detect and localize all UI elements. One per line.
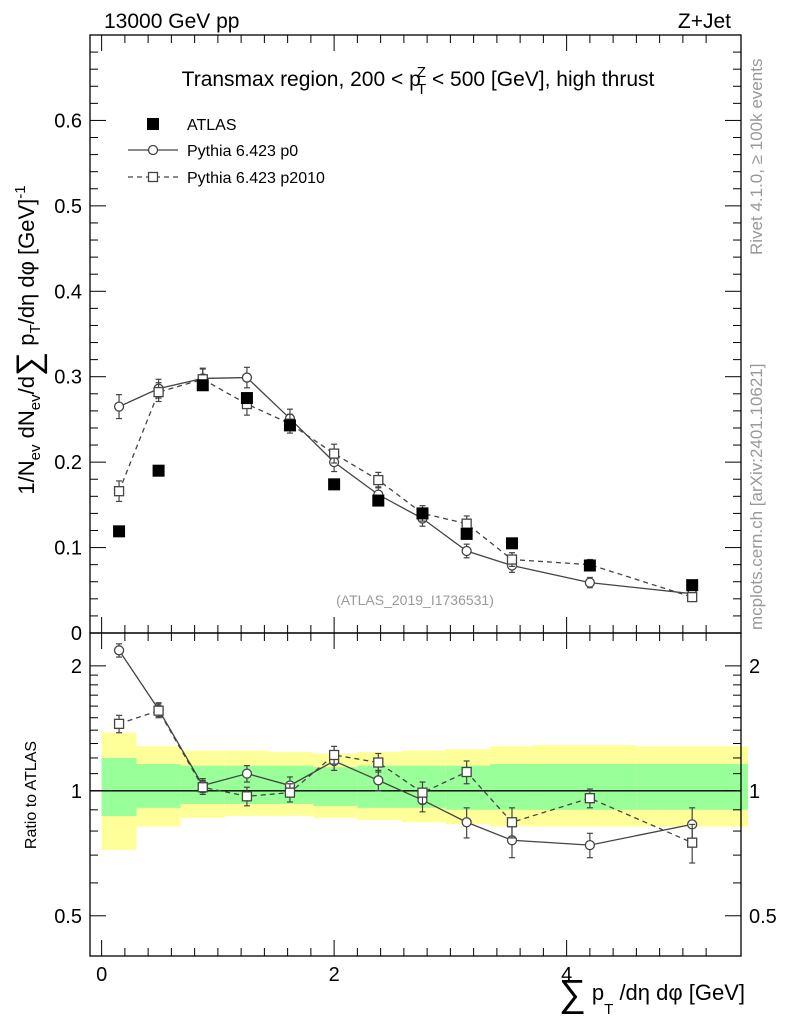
atlas-point: [283, 419, 296, 432]
ratio-p2010-point: [584, 793, 596, 804]
atlas-point: [505, 537, 518, 550]
p2010-point: [113, 486, 125, 497]
ratio-p0-point: [113, 645, 125, 656]
ratio-p0-point: [373, 775, 384, 786]
ratio-p2010-point: [328, 749, 340, 761]
ratio-p2010-point: [417, 787, 428, 798]
ratio-p2010-line: [118, 709, 693, 844]
atlas-point: [240, 392, 253, 405]
atlas-point: [113, 525, 126, 538]
uncertainty-band-green: [313, 767, 358, 806]
mcplots-label: mcplots.cern.ch [arXiv:2401.10621]: [747, 364, 766, 630]
uncertainty-band-green: [101, 757, 137, 816]
svg-text:1/Nev dNev/d∑ pT/dη dφ [GeV]-: 1/Nev dNev/d∑ pT/dη dφ [GeV]-1: [10, 185, 48, 494]
ratio-p2010-point: [284, 787, 296, 798]
main-panel: 0 0.1 0.2 0.3 0.4 0.5 0.6 Transmax region, 200…: [10, 34, 742, 645]
energy-label: 13000 GeV pp: [104, 10, 239, 33]
ratio-p0-point: [584, 839, 596, 851]
x-axis-label: ∑ pT /dη dφ [GeV]: [559, 973, 745, 1018]
p2010-point: [373, 474, 384, 486]
p0-point: [461, 545, 472, 557]
p2010-point: [461, 518, 472, 529]
legend-entry-label: Pythia 6.423 p2010: [187, 170, 325, 187]
ratio-y-tick-label-right: 0.5: [749, 906, 777, 928]
ratio-panel: 0.5 0.5 1 1 2 2 0 2 4 Ratio to ATLAS ∑ pT /dη dφ…: [23, 632, 777, 1018]
ratio-y-tick-label-right: 1: [749, 781, 760, 803]
legend-entry-label: Pythia 6.423 p0: [187, 143, 298, 160]
ratio-y-axis-label: Ratio to ATLAS: [23, 741, 40, 849]
legend-atlas-marker: [147, 118, 159, 130]
ratio-y-tick-label-right: 2: [749, 656, 760, 678]
atlas-point: [372, 494, 385, 507]
x-tick-label: 0: [96, 964, 107, 986]
svg-text:∑ pT /dη dφ [GeV]: ∑ pT /dη dφ [GeV]: [559, 973, 745, 1018]
process-label: Z+Jet: [678, 10, 731, 33]
atlas-point: [460, 527, 473, 540]
p0-point: [241, 372, 253, 383]
legend: ATLAS Pythia 6.423 p0 Pythia 6.423 p2010: [128, 117, 325, 187]
ratio-p0-line: [118, 649, 693, 846]
y-tick-label: 0.4: [54, 281, 82, 303]
y-tick-label: 0.1: [54, 538, 82, 560]
ratio-p2010-point: [461, 766, 472, 778]
atlas-point: [328, 478, 341, 491]
p2010-point: [506, 554, 518, 565]
ratio-p2010-point: [153, 705, 164, 716]
rivet-version-label: Rivet 4.1.0, ≥ 100k events: [747, 59, 766, 255]
ratio-p0-point: [241, 768, 253, 779]
p2010-line: [118, 378, 693, 598]
main-title: Transmax region, 200 < pZ T < 500 [GeV], …: [182, 64, 655, 98]
ratio-p2010-point: [197, 782, 208, 793]
atlas-point: [686, 579, 699, 592]
uncertainty-band-green: [636, 764, 748, 810]
p0-point: [113, 401, 125, 412]
ratio-p2010-point: [373, 757, 384, 768]
ratio-p2010-point: [113, 718, 125, 729]
p0-line: [118, 376, 693, 595]
legend-p0-marker: [147, 144, 159, 156]
ratio-y-tick-label: 0.5: [54, 906, 82, 928]
p2010-point: [687, 591, 698, 603]
x-tick-label: 4: [561, 964, 572, 986]
ratio-frame: [89, 632, 742, 957]
ratio-y-tick-label: 1: [71, 781, 82, 803]
y-tick-label: 0.6: [54, 110, 82, 132]
p0-point: [584, 577, 596, 588]
atlas-point: [583, 559, 596, 572]
atlas-point: [196, 379, 209, 392]
uncertainty-band-green: [136, 764, 181, 808]
atlas-point: [152, 464, 165, 477]
ratio-p2010-point: [506, 817, 518, 828]
ratio-p0-point: [461, 817, 472, 828]
x-tick-label: 2: [329, 964, 340, 986]
ratio-p2010-point: [687, 837, 698, 848]
p2010-point: [328, 448, 340, 459]
y-tick-label: 0.5: [54, 196, 82, 218]
main-y-axis-label: 1/Nev dNev/d∑ pT/dη dφ [GeV]-1: [10, 185, 48, 494]
ratio-p2010-point: [241, 791, 253, 802]
legend-entry-label: ATLAS: [187, 117, 237, 134]
legend-p2010-marker: [147, 171, 159, 183]
analysis-watermark: (ATLAS_2019_I1736531): [336, 592, 494, 608]
ratio-y-tick-label: 2: [71, 656, 82, 678]
uncertainty-band-green: [489, 764, 535, 810]
y-tick-label: 0.3: [54, 367, 82, 389]
p2010-point: [153, 386, 164, 398]
y-tick-label: 0: [71, 623, 82, 645]
y-tick-label: 0.2: [54, 452, 82, 474]
atlas-point: [416, 507, 429, 520]
